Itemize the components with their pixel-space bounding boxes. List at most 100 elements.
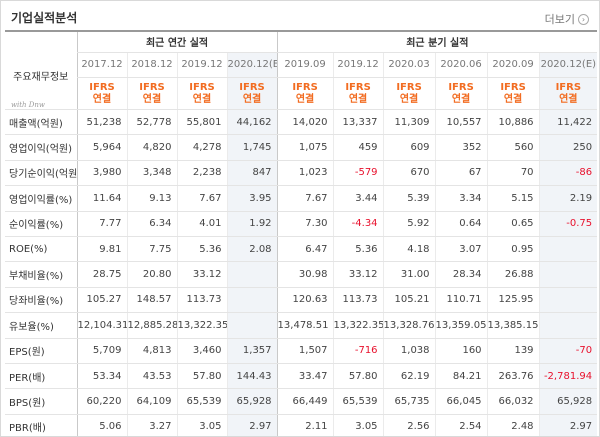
table-row: 당좌비율(%) 105.27 148.57 113.73 120.63 113.73 105… [5,287,598,314]
ifrs-header: IFRS 연결 [332,77,384,110]
ifrs-header: IFRS 연결 [486,77,540,110]
table-cell: 66,032 [486,388,540,415]
table-cell: 1,357 [226,337,278,364]
table-cell: 57.80 [332,363,384,390]
table-cell: 11.64 [76,185,127,212]
table-cell: 5.36 [176,236,227,263]
table-cell: 64,109 [126,388,177,415]
period-header: 2020.03 [382,52,436,79]
table-cell: 11,309 [382,108,436,136]
table-cell: 84.21 [434,363,488,390]
quarter-header: 최근 분기 실적 [276,29,598,53]
table-row: ROE(%) 9.81 7.75 5.36 2.08 6.47 5.36 4.18 3.07 0.… [5,236,598,263]
ifrs-header: IFRS 연결 [382,77,436,110]
table-cell: 5,964 [76,134,127,161]
table-cell: 2.97 [226,414,278,436]
row-label: 부채비율(%) [5,261,77,288]
table-cell: 12,885.28 [126,312,177,339]
table-cell: 0.65 [486,211,540,237]
table-cell: 33.12 [176,261,227,288]
table-cell: 2.19 [538,185,598,212]
period-header: 2020.06 [434,52,488,79]
row-label: PBR(배) [5,414,77,436]
table-cell: 7.30 [276,211,334,237]
ifrs-header: IFRS 연결 [176,77,227,110]
table-cell: 3,348 [126,160,177,187]
consolidated-label: 연결 [348,93,368,105]
table-cell: 5.36 [332,236,384,263]
row-label: ROE(%) [5,236,77,263]
table-cell: 5.06 [76,414,127,436]
table-cell: 2.11 [276,414,334,436]
table-cell: 6.47 [276,236,334,263]
table-row: 매출액(억원) 51,238 52,778 55,801 44,162 14,020 13,… [5,108,598,136]
table-cell: 13,322.35 [332,312,384,339]
table-cell: 5.92 [382,211,436,237]
consolidated-label: 연결 [295,93,315,105]
period-header: 2018.12 [126,52,177,79]
table-cell: 44,162 [226,108,278,136]
table-cell: 113.73 [332,287,384,314]
table-cell: 4,820 [126,134,177,161]
row-label: 당기순이익(억원) [5,160,77,187]
annual-header: 최근 연간 실적 [76,29,278,53]
table-cell: 65,928 [226,388,278,415]
table-cell: 139 [486,337,540,364]
table-cell: 459 [332,134,384,161]
table-cell: 3.05 [176,414,227,436]
table-cell: 1,507 [276,337,334,364]
table-cell: 4.01 [176,211,227,237]
row-label: 순이익률(%) [5,211,77,237]
table-cell: 4,813 [126,337,177,364]
table-row: 영업이익(억원) 5,964 4,820 4,278 1,745 1,075 459 609 3… [5,134,598,161]
table-cell: -0.75 [538,211,598,237]
table-cell [538,287,598,314]
table-row: 부채비율(%) 28.75 20.80 33.12 30.98 33.12 31.00 28.… [5,261,598,288]
consolidated-label: 연결 [399,93,419,105]
table-cell: 3.95 [226,185,278,212]
row-label: BPS(원) [5,388,77,415]
table-row: BPS(원) 60,220 64,109 65,539 65,928 66,449 65,5… [5,388,598,415]
table-cell: 43.53 [126,363,177,390]
ifrs-label: IFRS [555,81,582,93]
table-row: 영업이익률(%) 11.64 9.13 7.67 3.95 7.67 3.44 5.39 3.3… [5,185,598,212]
table-cell: 670 [382,160,436,187]
table-cell: 31.00 [382,261,436,288]
table-cell: 847 [226,160,278,187]
table-row: EPS(원) 5,709 4,813 3,460 1,357 1,507 -716 1,038… [5,337,598,364]
ifrs-label: IFRS [396,81,422,93]
table-cell: 9.13 [126,185,177,212]
table-cell: -2,781.94 [538,363,598,390]
more-link[interactable]: 더보기 › [545,11,589,27]
ifrs-label: IFRS [189,81,215,93]
table-cell: 120.63 [276,287,334,314]
table-cell: 7.75 [126,236,177,263]
table-cell: 7.67 [176,185,227,212]
ifrs-header: IFRS 연결 [226,77,278,110]
row-label: PER(배) [5,363,77,390]
table-cell: 13,337 [332,108,384,136]
table-cell: 144.43 [226,363,278,390]
ifrs-header: IFRS 연결 [538,77,598,110]
table-cell: 148.57 [126,287,177,314]
table-cell: 4.18 [382,236,436,263]
table-cell: 33.47 [276,363,334,390]
table-cell: 14,020 [276,108,334,136]
table-cell: 13,322.35 [176,312,227,339]
table-cell: 5,709 [76,337,127,364]
table-cell: 4,278 [176,134,227,161]
table-cell: 55,801 [176,108,227,136]
table-cell: 13,328.76 [382,312,436,339]
table-cell: 62.19 [382,363,436,390]
header-row-category: 주요재무정보 with Dnw 최근 연간 실적 최근 분기 실적 [5,29,598,110]
corner-signature-text: with Dnw [11,101,45,109]
table-cell: 10,557 [434,108,488,136]
table-cell: 3,980 [76,160,127,187]
table-cell: 160 [434,337,488,364]
table-cell: 263.76 [486,363,540,390]
table-cell: 33.12 [332,261,384,288]
table-cell: 5.39 [382,185,436,212]
table-cell: 250 [538,134,598,161]
period-header: 2020.12(E) [538,52,598,79]
period-header: 2020.09 [486,52,540,79]
